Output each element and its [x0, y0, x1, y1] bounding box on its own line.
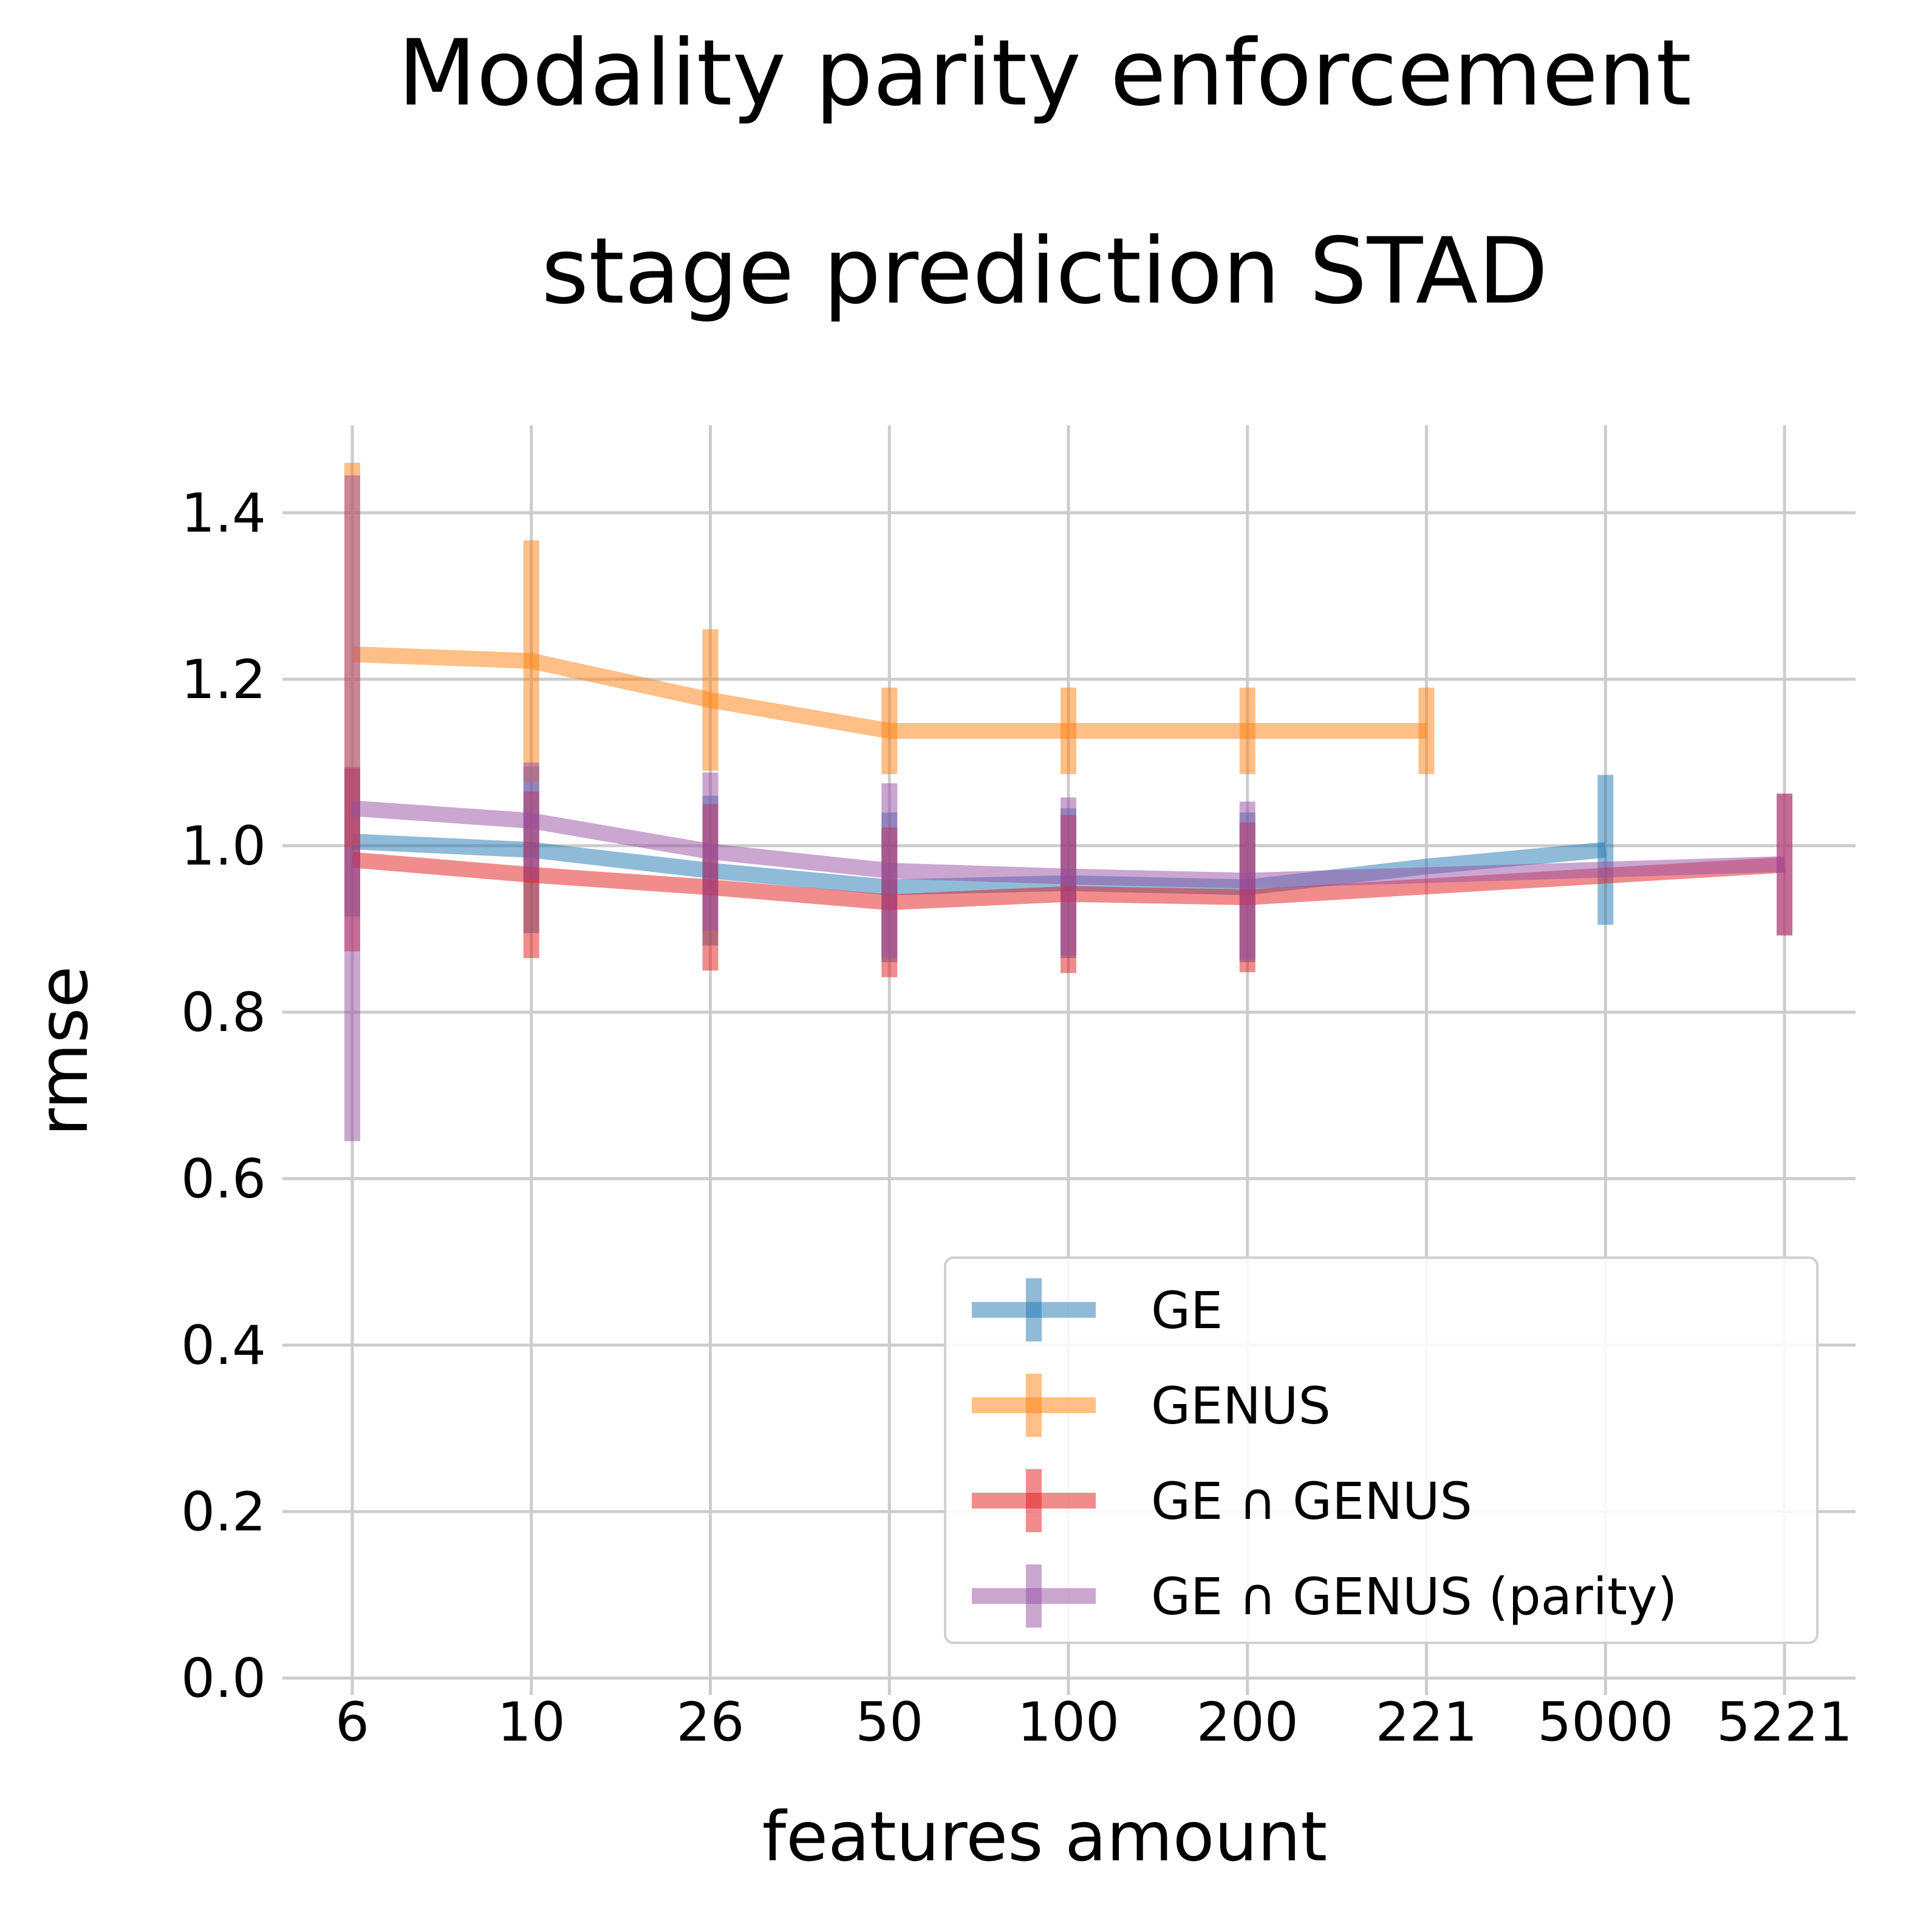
x-tick-label: 10 [497, 1691, 565, 1753]
legend-label: GENUS [1151, 1376, 1331, 1436]
x-tick-label: 200 [1197, 1691, 1299, 1753]
legend-label: GE [1151, 1281, 1223, 1340]
legend-item: GE ∩ GENUS (parity) [972, 1564, 1677, 1628]
x-tick-label: 50 [855, 1691, 923, 1753]
series-0 [344, 766, 1614, 962]
x-tick-label: 6 [335, 1691, 369, 1753]
legend-label: GE ∩ GENUS (parity) [1151, 1567, 1677, 1626]
series-3 [344, 475, 1792, 1142]
legend: GE GENUS GE ∩ GENUS GE ∩ GENUS (parity) [944, 1256, 1819, 1644]
x-tick-label: 5221 [1716, 1691, 1853, 1753]
series-layer [344, 462, 1792, 1142]
grid [282, 425, 1856, 1695]
x-tick-label: 5000 [1537, 1691, 1673, 1753]
y-tick-label: 1.2 [181, 648, 266, 711]
legend-label: GE ∩ GENUS [1151, 1471, 1472, 1531]
x-axis-label: features amount [762, 1798, 1327, 1877]
y-tick-label: 0.2 [181, 1481, 266, 1543]
chart-subtitle: stage prediction STAD [541, 219, 1548, 324]
x-tick-label: 26 [677, 1691, 745, 1753]
y-tick-label: 0.8 [181, 981, 266, 1044]
legend-item: GE ∩ GENUS [972, 1469, 1472, 1532]
y-axis-label: rmse [24, 966, 103, 1136]
tick-labels: 6 10 26 50 100 200 221 5000 5221 0.0 0.2 0.4 0.6 0.8 1… [181, 482, 1853, 1753]
legend-frame [944, 1256, 1819, 1644]
x-tick-label: 221 [1376, 1691, 1478, 1753]
y-tick-label: 1.4 [181, 482, 266, 544]
x-tick-label: 100 [1017, 1691, 1119, 1753]
y-tick-label: 1.0 [181, 815, 266, 877]
y-tick-label: 0.4 [181, 1314, 266, 1377]
y-tick-label: 0.6 [181, 1148, 266, 1210]
legend-item: GENUS [972, 1374, 1331, 1437]
y-tick-label: 0.0 [181, 1647, 266, 1710]
chart-title: Modality parity enforcement [398, 21, 1692, 126]
legend-item: GE [972, 1278, 1223, 1341]
